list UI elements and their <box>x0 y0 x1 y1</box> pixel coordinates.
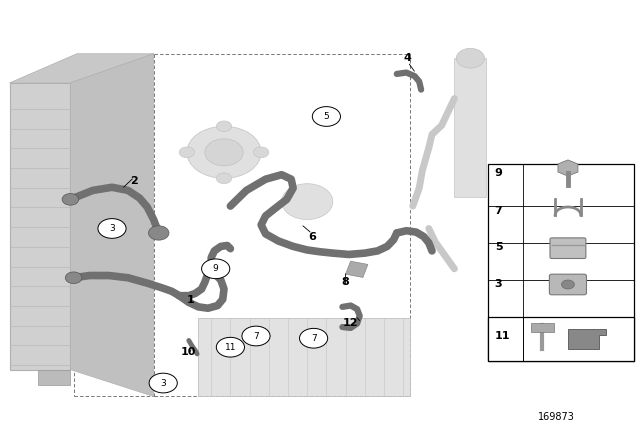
Text: 6: 6 <box>308 233 316 242</box>
Bar <box>198 318 410 396</box>
Text: 3: 3 <box>109 224 115 233</box>
Circle shape <box>179 147 195 158</box>
Circle shape <box>216 173 232 184</box>
Text: 169873: 169873 <box>538 412 575 422</box>
Text: 3: 3 <box>161 379 166 388</box>
FancyBboxPatch shape <box>549 274 586 295</box>
Text: 4: 4 <box>404 53 412 63</box>
Bar <box>346 261 368 277</box>
Text: 5: 5 <box>324 112 329 121</box>
Text: 3: 3 <box>495 279 502 289</box>
Text: 7: 7 <box>311 334 316 343</box>
Polygon shape <box>70 54 154 396</box>
Text: 10: 10 <box>181 347 196 357</box>
Circle shape <box>242 326 270 346</box>
Text: 7: 7 <box>253 332 259 340</box>
Circle shape <box>98 219 126 238</box>
Text: 5: 5 <box>495 242 502 252</box>
Text: 1: 1 <box>187 295 195 305</box>
Circle shape <box>216 121 232 132</box>
Text: 11: 11 <box>495 331 510 341</box>
Circle shape <box>561 280 574 289</box>
Text: 2: 2 <box>131 177 138 186</box>
Text: 7: 7 <box>495 206 502 215</box>
Circle shape <box>205 139 243 166</box>
Text: 11: 11 <box>225 343 236 352</box>
Circle shape <box>300 328 328 348</box>
Circle shape <box>62 194 79 205</box>
Circle shape <box>65 272 82 284</box>
Circle shape <box>456 48 484 68</box>
Text: 8: 8 <box>342 277 349 287</box>
Circle shape <box>312 107 340 126</box>
Text: 9: 9 <box>213 264 218 273</box>
FancyBboxPatch shape <box>550 238 586 258</box>
Circle shape <box>148 226 169 240</box>
Circle shape <box>149 373 177 393</box>
Circle shape <box>202 259 230 279</box>
Polygon shape <box>568 329 606 349</box>
Bar <box>488 317 634 361</box>
Text: 12: 12 <box>343 318 358 327</box>
Polygon shape <box>10 54 154 83</box>
Circle shape <box>216 337 244 357</box>
Polygon shape <box>454 58 486 197</box>
Polygon shape <box>38 370 70 385</box>
Bar <box>488 164 634 361</box>
Circle shape <box>282 184 333 220</box>
Circle shape <box>187 126 261 178</box>
Circle shape <box>253 147 269 158</box>
FancyBboxPatch shape <box>531 323 554 332</box>
Text: 9: 9 <box>495 168 502 178</box>
Bar <box>10 83 70 370</box>
